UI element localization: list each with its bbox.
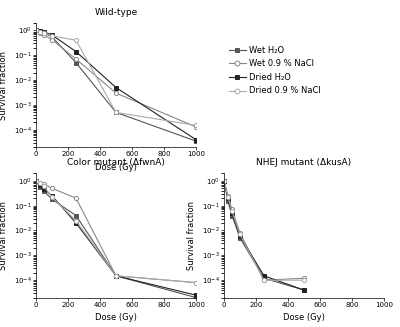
- Title: NHEJ mutant (ΔkusA): NHEJ mutant (ΔkusA): [256, 158, 352, 167]
- Title: Color mutant (ΔfwnA): Color mutant (ΔfwnA): [67, 158, 165, 167]
- Legend: Wet H₂O, Wet 0.9 % NaCl, Dried H₂O, Dried 0.9 % NaCl: Wet H₂O, Wet 0.9 % NaCl, Dried H₂O, Drie…: [229, 46, 321, 95]
- Title: Wild-type: Wild-type: [94, 8, 138, 17]
- Y-axis label: Survival fraction: Survival fraction: [0, 201, 8, 270]
- Y-axis label: Survival fraction: Survival fraction: [0, 50, 8, 120]
- X-axis label: Dose (Gy): Dose (Gy): [283, 313, 325, 322]
- Y-axis label: Survival fraction: Survival fraction: [187, 201, 196, 270]
- X-axis label: Dose (Gy): Dose (Gy): [95, 163, 137, 172]
- X-axis label: Dose (Gy): Dose (Gy): [95, 313, 137, 322]
